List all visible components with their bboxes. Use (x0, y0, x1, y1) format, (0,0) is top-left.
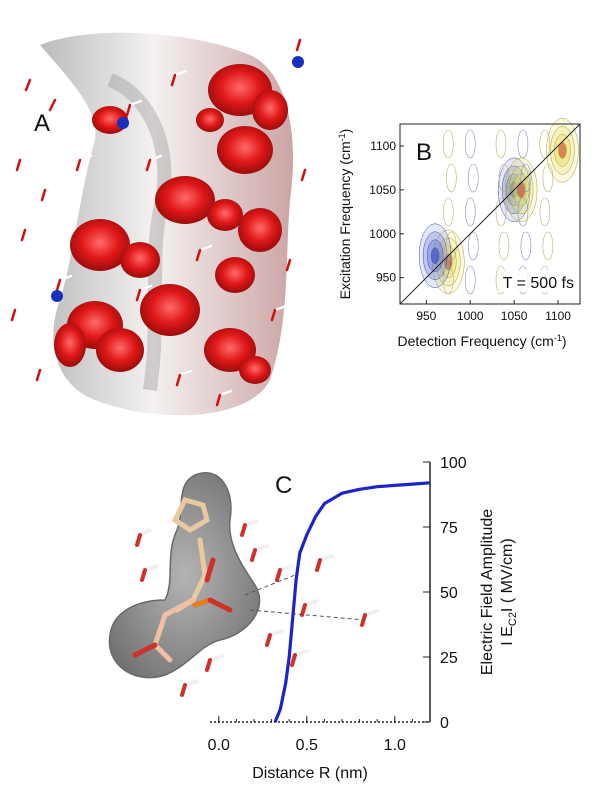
dna-surface-image (10, 32, 318, 416)
annotation-bg (498, 270, 578, 292)
stripe-2-0 (495, 129, 507, 159)
stripe-2-3 (498, 231, 510, 261)
y-tick-label: 1000 (369, 227, 396, 241)
x-tick-label: 1100 (545, 309, 571, 323)
panel-b: 950 1000 1050 1100 950 1000 1050 1100 Detection … (330, 110, 598, 360)
x-tick-label: 1.0 (384, 737, 406, 754)
y-axis-label: Excitation Frequency (cm-1) (337, 129, 353, 300)
stripe-3-2 (517, 197, 529, 227)
stripe-1-4 (464, 265, 476, 295)
y-tick-label: 0 (440, 715, 449, 732)
stripe-0-0 (442, 129, 454, 159)
panel-b-2d-spectrum: 950 1000 1050 1100 950 1000 1050 1100 Detection … (337, 118, 581, 349)
stripe-1-0 (464, 129, 476, 159)
x-tick-label: 1050 (501, 309, 528, 323)
x-tick-label: 0.5 (296, 737, 318, 754)
y-axis-label-units: I EC2I ( MV/cm) (499, 538, 519, 645)
stripe-1-3 (467, 231, 479, 261)
plot-frame (399, 123, 581, 305)
y-tick-label: 75 (440, 520, 458, 537)
y-tick-label: 100 (440, 455, 467, 472)
x-axis-label: Distance R (nm) (252, 765, 368, 782)
diagonal-line (399, 123, 581, 305)
stripe-1-2 (464, 197, 476, 227)
panel-c: 0.0 0.5 1.0 0 25 50 75 100 Distance R (nm) Electr… (0, 440, 598, 800)
stripe-1-1 (467, 163, 479, 193)
stripe-0-3 (445, 231, 457, 261)
stripe-4-1 (542, 163, 554, 193)
stripe-4-3 (542, 231, 554, 261)
stripe-3-3 (520, 231, 532, 261)
panel-b-label: B (416, 139, 432, 166)
panel-c-field-chart: 0.0 0.5 1.0 0 25 50 75 100 Distance R (nm) Electr… (208, 455, 519, 782)
contour-4-1 (430, 247, 440, 264)
stripe-2-2 (495, 197, 507, 227)
y-tick-label: 50 (440, 585, 458, 602)
stripe-3-0 (517, 129, 529, 159)
panel-a: A (0, 0, 330, 430)
panel-a-label: A (34, 110, 51, 137)
x-axis-label: Detection Frequency (cm-1) (397, 333, 566, 349)
time-annotation: T = 500 fs (503, 275, 574, 292)
field-series-line (273, 481, 431, 723)
x-tick-label: 1000 (457, 309, 484, 323)
y-tick-label: 1100 (370, 139, 396, 153)
stripe-2-1 (498, 163, 510, 193)
contour-2-1 (558, 142, 567, 159)
stripe-4-2 (539, 197, 551, 227)
x-tick-label: 0.0 (208, 737, 230, 754)
stripe-0-1 (445, 163, 457, 193)
y-axis-label: Electric Field Amplitude (479, 509, 496, 675)
y-tick-label: 1050 (369, 183, 396, 197)
stripe-4-0 (539, 129, 551, 159)
stripe-0-4 (442, 265, 454, 295)
phosphate-molecule-image (108, 472, 379, 697)
stripe-0-2 (442, 197, 454, 227)
panel-c-label: C (275, 472, 293, 499)
x-tick-label: 950 (416, 309, 436, 323)
y-tick-label: 950 (376, 271, 396, 285)
y-tick-label: 25 (440, 650, 458, 667)
stripe-3-1 (520, 163, 532, 193)
